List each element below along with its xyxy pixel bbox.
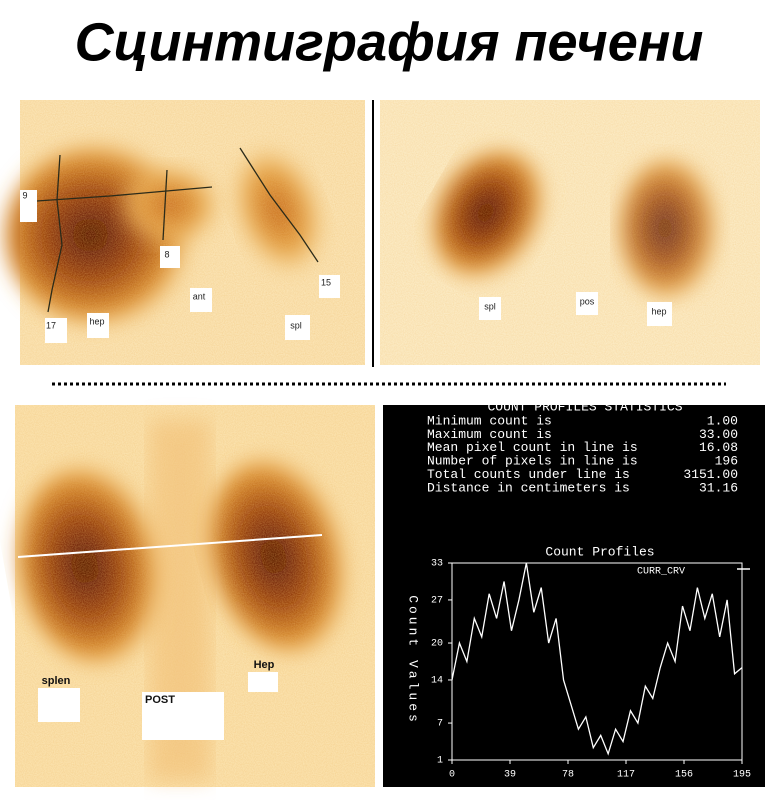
profile-chart: Count Profiles Count Values CURR_CRV 1 7 14 20…: [406, 544, 751, 780]
scan-top-left: 9 8 15 17 hep ant spl: [5, 100, 365, 365]
title: Сцинтиграфия печени: [75, 12, 704, 72]
legend-label: CURR_CRV: [637, 567, 685, 578]
y-tick-label: 33: [431, 559, 443, 570]
y-tick-label: 14: [431, 676, 443, 687]
x-tick-label: 195: [733, 770, 751, 781]
panel-label: hep: [89, 316, 104, 326]
stat-label: Minimum count is: [427, 413, 552, 428]
panel-label: pos: [580, 296, 595, 306]
stat-value: 33.00: [699, 427, 738, 442]
panel-label: spl: [484, 301, 496, 311]
stat-label: Maximum count is: [427, 427, 552, 442]
profile-line: [451, 562, 743, 756]
x-tick-label: 117: [617, 770, 635, 781]
x-tick-label: 156: [675, 770, 693, 781]
panel-label: 9: [22, 190, 27, 200]
x-tick-label: 39: [504, 770, 516, 781]
y-axis-label: Count Values: [406, 595, 421, 725]
stat-value: 3151.00: [683, 467, 738, 482]
y-tick-label: 7: [437, 719, 443, 730]
panel-label: hep: [651, 306, 666, 316]
y-tick-label: 27: [431, 596, 443, 607]
panel-label: splen: [42, 675, 71, 687]
panel-label: ant: [193, 291, 206, 301]
stats-table: Minimum count is 1.00 Maximum count is 33.0…: [427, 413, 738, 495]
plot-frame: [451, 562, 743, 761]
stat-value: 196: [715, 454, 738, 469]
panel-label: 8: [164, 249, 169, 259]
stats-panel: [383, 405, 765, 787]
scan-top-right: spl pos hep: [380, 100, 760, 365]
scan-bottom-left: splen POST Hep: [15, 405, 375, 787]
x-tick-label: 78: [562, 770, 574, 781]
stat-label: Number of pixels in line is: [427, 454, 638, 469]
stat-value: 31.16: [699, 480, 738, 495]
x-tick-label: 0: [449, 770, 455, 781]
panel-label: 15: [321, 277, 331, 287]
panel-label: spl: [290, 320, 302, 330]
y-tick-label: 20: [431, 639, 443, 650]
panel-label: 17: [46, 320, 56, 330]
stat-value: 1.00: [707, 413, 738, 428]
panel-label: Hep: [254, 659, 275, 671]
panel-label: POST: [145, 694, 175, 706]
y-tick-label: 1: [437, 756, 443, 767]
stat-value: 16.08: [699, 440, 738, 455]
stats-header: COUNT PROFILES STATISTICS: [487, 399, 682, 414]
stat-label: Mean pixel count in line is: [427, 440, 638, 455]
chart-title: Count Profiles: [545, 544, 654, 559]
stat-label: Total counts under line is: [427, 467, 630, 482]
stat-label: Distance in centimeters is: [427, 480, 630, 495]
